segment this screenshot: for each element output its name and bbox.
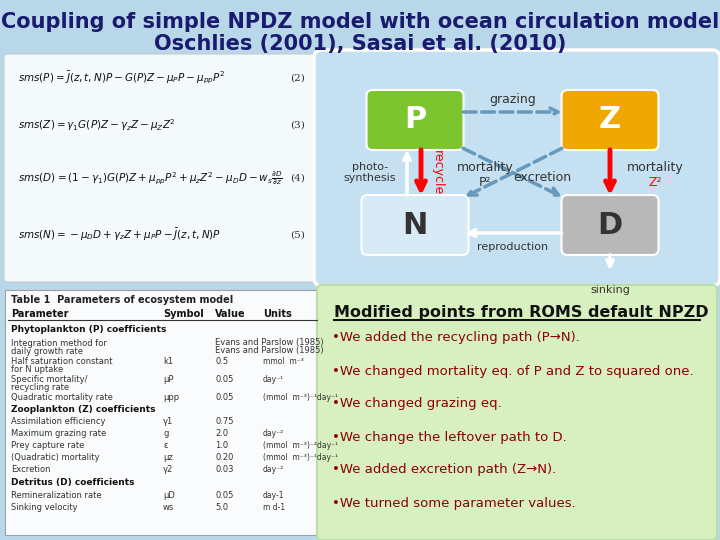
Text: k1: k1 bbox=[163, 356, 173, 366]
Text: $sms(P) = \bar{J}(z,t,N)P - G(P)Z - \mu_P P - \mu_{pp} P^2$: $sms(P) = \bar{J}(z,t,N)P - G(P)Z - \mu_… bbox=[18, 70, 225, 86]
Text: Value: Value bbox=[215, 309, 246, 319]
Text: daily growth rate: daily growth rate bbox=[11, 347, 83, 355]
Text: μP: μP bbox=[163, 375, 174, 383]
Text: day⁻²: day⁻² bbox=[263, 429, 284, 438]
FancyBboxPatch shape bbox=[5, 290, 320, 535]
Text: mmol  m⁻³: mmol m⁻³ bbox=[263, 356, 304, 366]
Text: 0.75: 0.75 bbox=[215, 417, 233, 427]
Text: •We added the recycling path (P→N).: •We added the recycling path (P→N). bbox=[332, 332, 580, 345]
FancyBboxPatch shape bbox=[366, 90, 464, 150]
Text: Integration method for: Integration method for bbox=[11, 339, 107, 348]
Text: μz: μz bbox=[163, 454, 173, 462]
FancyBboxPatch shape bbox=[361, 195, 469, 255]
FancyBboxPatch shape bbox=[562, 195, 659, 255]
Text: mortality: mortality bbox=[626, 161, 683, 174]
Text: m d-1: m d-1 bbox=[263, 503, 285, 511]
Text: grazing: grazing bbox=[489, 93, 536, 106]
Text: Evans and Parslow (1985): Evans and Parslow (1985) bbox=[215, 339, 323, 348]
Text: (5): (5) bbox=[290, 231, 305, 240]
Text: (mmol  m⁻³)⁻¹day⁻¹: (mmol m⁻³)⁻¹day⁻¹ bbox=[263, 454, 338, 462]
Text: Units: Units bbox=[263, 309, 292, 319]
Text: photo-
synthesis: photo- synthesis bbox=[343, 161, 396, 183]
Text: 0.20: 0.20 bbox=[215, 454, 233, 462]
Text: 0.5: 0.5 bbox=[215, 356, 228, 366]
Text: •We turned some parameter values.: •We turned some parameter values. bbox=[332, 496, 576, 510]
Text: D: D bbox=[598, 211, 623, 240]
Text: μD: μD bbox=[163, 490, 175, 500]
Text: reproduction: reproduction bbox=[477, 242, 548, 252]
FancyBboxPatch shape bbox=[562, 90, 659, 150]
Text: Remineralization rate: Remineralization rate bbox=[11, 490, 102, 500]
Text: (2): (2) bbox=[290, 73, 305, 83]
Text: Maximum grazing rate: Maximum grazing rate bbox=[11, 429, 107, 438]
Text: Modified points from ROMS default NPZD: Modified points from ROMS default NPZD bbox=[334, 305, 708, 320]
Text: $sms(D) = (1-\gamma_1)G(P)Z + \mu_{pp} P^2 + \mu_z Z^2 - \mu_D D - w_s \frac{\pa: $sms(D) = (1-\gamma_1)G(P)Z + \mu_{pp} P… bbox=[18, 169, 283, 187]
Text: Sinking velocity: Sinking velocity bbox=[11, 503, 78, 511]
Text: Table 1  Parameters of ecosystem model: Table 1 Parameters of ecosystem model bbox=[11, 295, 233, 305]
Text: γ2: γ2 bbox=[163, 465, 174, 475]
Text: 1.0: 1.0 bbox=[215, 442, 228, 450]
Text: Detritus (D) coefficients: Detritus (D) coefficients bbox=[11, 477, 135, 487]
Text: 0.05: 0.05 bbox=[215, 393, 233, 402]
Text: Specific mortality/: Specific mortality/ bbox=[11, 375, 88, 383]
Text: 0.05: 0.05 bbox=[215, 375, 233, 383]
Text: 5.0: 5.0 bbox=[215, 503, 228, 511]
Text: •We changed mortality eq. of P and Z to squared one.: •We changed mortality eq. of P and Z to … bbox=[332, 364, 693, 377]
Text: $sms(Z) = \gamma_1 G(P)Z - \gamma_z Z - \mu_Z Z^2$: $sms(Z) = \gamma_1 G(P)Z - \gamma_z Z - … bbox=[18, 117, 176, 133]
Text: P²: P² bbox=[479, 176, 491, 189]
Text: day-1: day-1 bbox=[263, 490, 284, 500]
FancyBboxPatch shape bbox=[4, 54, 317, 282]
Text: 0.05: 0.05 bbox=[215, 490, 233, 500]
Text: Assimilation efficiency: Assimilation efficiency bbox=[11, 417, 106, 427]
Text: Half saturation constant: Half saturation constant bbox=[11, 356, 112, 366]
Text: Z: Z bbox=[599, 105, 621, 134]
Text: recycling rate: recycling rate bbox=[11, 382, 69, 392]
Text: Prey capture rate: Prey capture rate bbox=[11, 442, 84, 450]
Text: Quadratic mortality rate: Quadratic mortality rate bbox=[11, 393, 113, 402]
Text: (Quadratic) mortality: (Quadratic) mortality bbox=[11, 454, 99, 462]
Text: Symbol: Symbol bbox=[163, 309, 204, 319]
Text: •We changed grazing eq.: •We changed grazing eq. bbox=[332, 397, 502, 410]
Text: day⁻²: day⁻² bbox=[263, 465, 284, 475]
Text: Z²: Z² bbox=[648, 176, 662, 189]
Text: •We added excretion path (Z→N).: •We added excretion path (Z→N). bbox=[332, 463, 557, 476]
Text: Evans and Parslow (1985): Evans and Parslow (1985) bbox=[215, 347, 323, 355]
Text: ε: ε bbox=[163, 442, 168, 450]
Text: Phytoplankton (P) coefficients: Phytoplankton (P) coefficients bbox=[11, 326, 166, 334]
Text: Oschlies (2001), Sasai et al. (2010): Oschlies (2001), Sasai et al. (2010) bbox=[154, 34, 566, 54]
Text: Coupling of simple NPDZ model with ocean circulation model: Coupling of simple NPDZ model with ocean… bbox=[1, 12, 719, 32]
Text: μpp: μpp bbox=[163, 393, 179, 402]
Text: (mmol  m⁻³)⁻¹day⁻¹: (mmol m⁻³)⁻¹day⁻¹ bbox=[263, 393, 338, 402]
Text: (mmol  m⁻³)⁻²day⁻¹: (mmol m⁻³)⁻²day⁻¹ bbox=[263, 442, 338, 450]
Text: $sms(N) = -\mu_D D + \gamma_z Z + \mu_P P - \bar{J}(z,t,N)P$: $sms(N) = -\mu_D D + \gamma_z Z + \mu_P … bbox=[18, 227, 221, 243]
FancyBboxPatch shape bbox=[317, 285, 717, 540]
Text: day⁻¹: day⁻¹ bbox=[263, 375, 284, 383]
Text: for N uptake: for N uptake bbox=[11, 364, 63, 374]
Text: (4): (4) bbox=[290, 173, 305, 183]
Text: Zooplankton (Z) coefficients: Zooplankton (Z) coefficients bbox=[11, 404, 156, 414]
Text: sinking: sinking bbox=[590, 285, 630, 295]
Text: •We change the leftover path to D.: •We change the leftover path to D. bbox=[332, 430, 567, 443]
Text: 0.03: 0.03 bbox=[215, 465, 233, 475]
Text: ws: ws bbox=[163, 503, 174, 511]
Text: N: N bbox=[402, 211, 428, 240]
Text: mortality: mortality bbox=[456, 161, 513, 174]
Text: excretion: excretion bbox=[513, 171, 571, 184]
Text: Excretion: Excretion bbox=[11, 465, 50, 475]
FancyBboxPatch shape bbox=[314, 50, 720, 286]
Text: 2.0: 2.0 bbox=[215, 429, 228, 438]
Text: g: g bbox=[163, 429, 168, 438]
Text: P: P bbox=[404, 105, 426, 134]
Text: (3): (3) bbox=[290, 120, 305, 130]
Text: recycle: recycle bbox=[431, 150, 444, 195]
Text: γ1: γ1 bbox=[163, 417, 174, 427]
Text: Parameter: Parameter bbox=[11, 309, 68, 319]
